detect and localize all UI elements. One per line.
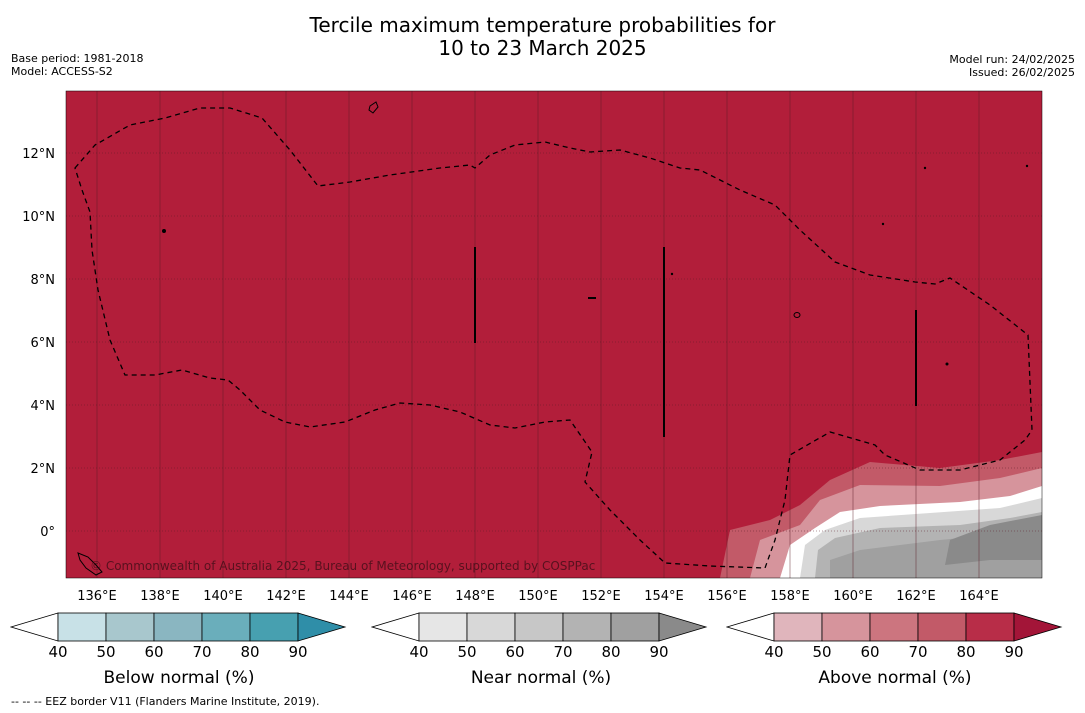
island — [77, 552, 103, 576]
colorbar-swatch — [57, 612, 107, 642]
colorbar-near-swatches: 40 50 60 70 80 90 — [371, 612, 708, 659]
gridlines — [66, 91, 1042, 578]
colorbar-extend-high — [658, 612, 708, 642]
lon-label: 160°E — [833, 589, 873, 604]
colorbar-swatch — [562, 612, 612, 642]
colorbar-extend-high — [1013, 612, 1063, 642]
lon-label: 156°E — [707, 589, 747, 604]
island — [793, 312, 801, 318]
colorbar-tick: 60 — [144, 643, 163, 659]
colorbar-swatch — [153, 612, 203, 642]
colorbar-tick: 90 — [649, 643, 668, 659]
chart-title: Tercile maximum temperature probabilitie… — [0, 14, 1085, 60]
colorbar-tick: 50 — [96, 643, 115, 659]
lon-label: 158°E — [770, 589, 810, 604]
colorbar-tick: 70 — [908, 643, 927, 659]
lat-label: 12°N — [22, 147, 55, 162]
base-period: Base period: 1981-2018 — [11, 52, 144, 65]
lon-label: 144°E — [329, 589, 369, 604]
colorbar-above-swatches: 40 50 60 70 80 90 — [726, 612, 1063, 659]
island — [945, 362, 949, 366]
map-frame — [65, 90, 1043, 579]
colorbar-swatch — [249, 612, 299, 642]
colorbar-swatch — [821, 612, 871, 642]
colorbar-tick: 40 — [48, 643, 67, 659]
issued-date: Issued: 26/02/2025 — [968, 66, 1075, 79]
lon-label: 152°E — [581, 589, 621, 604]
colorbar-tick: 60 — [860, 643, 879, 659]
island — [881, 222, 885, 226]
colorbar-tick: 80 — [956, 643, 975, 659]
island — [1025, 164, 1029, 168]
colorbar-tick: 40 — [764, 643, 783, 659]
meta-left: Base period: 1981-2018 Model: ACCESS-S2 — [11, 52, 143, 78]
lon-label: 154°E — [644, 589, 684, 604]
colorbar-swatch — [201, 612, 251, 642]
meta-right: Model run: 24/02/2025 Issued: 26/02/2025 — [949, 53, 1075, 79]
lon-label: 164°E — [959, 589, 999, 604]
colorbar-swatch — [869, 612, 919, 642]
lon-label: 136°E — [77, 589, 117, 604]
lat-label: 8°N — [31, 273, 56, 288]
colorbar-extend-low — [371, 612, 420, 642]
colorbar-swatch — [965, 612, 1015, 642]
colorbar-tick: 50 — [457, 643, 476, 659]
colorbar-tick: 40 — [409, 643, 428, 659]
prob-band-near-90 — [945, 515, 1042, 565]
lon-label: 146°E — [392, 589, 432, 604]
colorbar-tick: 80 — [240, 643, 259, 659]
colorbar-extend-high — [297, 612, 347, 642]
lat-labels: 12°N 10°N 8°N 6°N 4°N 2°N 0° — [22, 147, 55, 540]
colorbar-swatch — [105, 612, 155, 642]
colorbar-swatch — [773, 612, 823, 642]
colorbar-swatch — [610, 612, 660, 642]
colorbar-tick: 90 — [1004, 643, 1023, 659]
model-run: Model run: 24/02/2025 — [949, 53, 1075, 66]
colorbar-above: 40 50 60 70 80 90 — [726, 612, 1063, 659]
lon-label: 142°E — [266, 589, 306, 604]
colorbar-swatch — [466, 612, 516, 642]
colorbar-tick: 90 — [288, 643, 307, 659]
colorbar-swatch — [917, 612, 967, 642]
island — [670, 272, 674, 276]
lat-label: 4°N — [31, 399, 56, 414]
island — [923, 166, 927, 170]
lat-label: 2°N — [31, 462, 56, 477]
copyright-text: © Commonwealth of Australia 2025, Bureau… — [90, 559, 595, 573]
title-line-2: 10 to 23 March 2025 — [438, 36, 647, 60]
eez-border — [74, 107, 1033, 569]
lat-label: 10°N — [22, 210, 55, 225]
colorbar-swatch — [418, 612, 468, 642]
lon-label: 148°E — [455, 589, 495, 604]
island — [162, 229, 166, 233]
lon-label: 140°E — [203, 589, 243, 604]
colorbar-below: 40 50 60 70 80 90 — [10, 612, 347, 659]
colorbar-tick: 60 — [505, 643, 524, 659]
lon-label: 162°E — [896, 589, 936, 604]
colorbar-tick: 50 — [812, 643, 831, 659]
lon-label: 150°E — [518, 589, 558, 604]
colorbar-below-title: Below normal (%) — [103, 668, 255, 688]
colorbar-above-title: Above normal (%) — [818, 668, 972, 688]
colorbar-near: 40 50 60 70 80 90 — [371, 612, 708, 659]
map-area: © Commonwealth of Australia 2025, Bureau… — [66, 91, 1042, 578]
lon-label: 138°E — [140, 589, 180, 604]
lat-label: 0° — [40, 525, 55, 540]
colorbar-tick: 70 — [192, 643, 211, 659]
island — [588, 297, 596, 299]
colorbar-near-title: Near normal (%) — [470, 668, 612, 688]
lat-label: 6°N — [31, 336, 56, 351]
footer-note: -- -- -- EEZ border V11 (Flanders Marine… — [11, 695, 320, 708]
lon-labels: 136°E 138°E 140°E 142°E 144°E 146°E 148°E 150°E… — [77, 589, 999, 604]
island — [368, 101, 379, 114]
colorbar-extend-low — [726, 612, 775, 642]
colorbar-tick: 80 — [601, 643, 620, 659]
model-name: Model: ACCESS-S2 — [11, 65, 113, 78]
colorbar-tick: 70 — [553, 643, 572, 659]
colorbar-below-swatches: 40 50 60 70 80 90 — [10, 612, 347, 659]
title-line-1: Tercile maximum temperature probabilitie… — [309, 13, 776, 37]
colorbar-extend-low — [10, 612, 59, 642]
colorbar-swatch — [514, 612, 564, 642]
